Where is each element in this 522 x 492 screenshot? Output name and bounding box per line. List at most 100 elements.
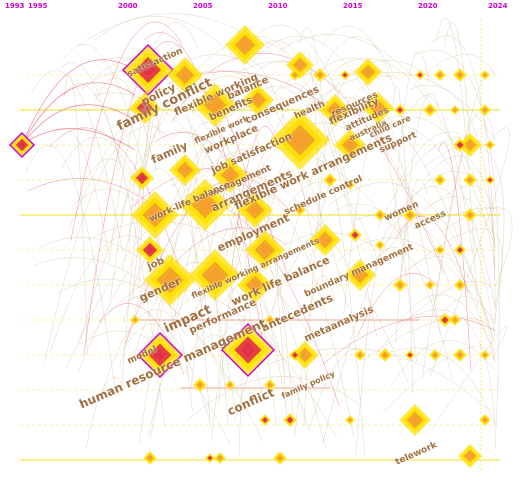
keyword-node (340, 70, 350, 80)
keyword-node (313, 68, 327, 82)
link-curve (440, 296, 496, 325)
year-label: 2015 (343, 2, 363, 10)
link-curve (119, 105, 293, 368)
link-curve (309, 349, 371, 431)
keyword-node (480, 70, 490, 80)
node-ring (355, 270, 365, 280)
keyword-node (454, 279, 466, 291)
keyword-node (403, 208, 417, 222)
link-curve (384, 185, 496, 253)
link-curve (332, 124, 496, 308)
link-curve (44, 126, 174, 363)
year-label: 2010 (268, 2, 288, 10)
keyword-node (130, 315, 140, 325)
keyword-node (214, 452, 226, 464)
keyword-node (225, 380, 235, 390)
link-curve (54, 127, 109, 255)
node-ring (398, 108, 402, 112)
link-curve (376, 137, 494, 230)
link-curve (367, 247, 453, 381)
link-curve (214, 320, 310, 431)
keyword-node (136, 331, 184, 379)
link-curve (277, 34, 432, 98)
keyword-node (399, 404, 431, 436)
node-ring (318, 73, 322, 77)
link-curve (329, 116, 496, 241)
keyword-node (485, 175, 495, 185)
keyword-node (429, 349, 441, 361)
node-ring (179, 69, 191, 81)
keyword-node (237, 267, 273, 303)
node-border (8, 131, 36, 159)
node-ring (453, 108, 457, 112)
keyword-node (345, 180, 355, 190)
node-ring (268, 318, 272, 322)
node-ring (249, 204, 261, 216)
node-ring (320, 235, 330, 245)
year-label: 1995 (28, 2, 48, 10)
keyword-node (463, 173, 477, 187)
link-curve (21, 104, 136, 146)
keyword-node (193, 378, 207, 392)
keyword-node (423, 103, 437, 117)
keyword-node (405, 350, 415, 360)
keyword-node (245, 230, 285, 270)
node-ring (218, 456, 222, 460)
keyword-node (273, 451, 287, 465)
node-ring (483, 418, 487, 422)
node-ring (383, 353, 387, 357)
keyword-node (458, 444, 482, 468)
keyword-node (283, 413, 297, 427)
node-ring (180, 165, 190, 175)
keyword-node (334, 129, 366, 161)
link-curve (397, 131, 473, 185)
node-ring (438, 248, 442, 252)
link-curve (336, 237, 474, 297)
keyword-node (237, 192, 273, 228)
link-curve (299, 97, 494, 340)
link-curve (355, 213, 496, 362)
node-ring (133, 318, 137, 322)
keyword-node (259, 414, 271, 426)
node-ring (488, 178, 492, 182)
link-curve (94, 77, 152, 156)
link-curve (375, 281, 496, 354)
keyword-node (291, 341, 319, 369)
node-ring (224, 169, 236, 181)
keyword-node (375, 240, 385, 250)
link-curve (413, 207, 500, 230)
node-ring (18, 141, 26, 149)
link-curve (396, 186, 496, 336)
node-ring (468, 213, 472, 217)
node-ring (443, 318, 447, 322)
node-ring (483, 353, 487, 357)
link-curve (301, 49, 324, 283)
link-curve (344, 111, 441, 336)
link-curve (396, 309, 496, 425)
link-curve (77, 147, 295, 374)
link-curve (230, 125, 277, 276)
node-ring (162, 272, 178, 288)
keyword-node (453, 138, 467, 152)
link-curve (400, 92, 440, 279)
keyword-node (434, 174, 446, 186)
node-ring (364, 68, 372, 76)
node-ring (148, 208, 162, 222)
keyword-node (179, 179, 231, 231)
node-ring (138, 174, 146, 182)
keyword-node (453, 68, 467, 82)
link-curve (422, 70, 496, 378)
link-curve (167, 324, 193, 413)
keyword-node (8, 131, 36, 159)
keyword-node (435, 245, 445, 255)
link-curve (411, 95, 473, 255)
keyword-node (454, 244, 466, 256)
node-ring (428, 283, 432, 287)
keyword-node (449, 314, 461, 326)
node-ring (208, 98, 222, 112)
keyword-node (289, 69, 301, 81)
node-ring (483, 73, 487, 77)
link-curve (381, 347, 496, 424)
link-curve (183, 85, 284, 146)
